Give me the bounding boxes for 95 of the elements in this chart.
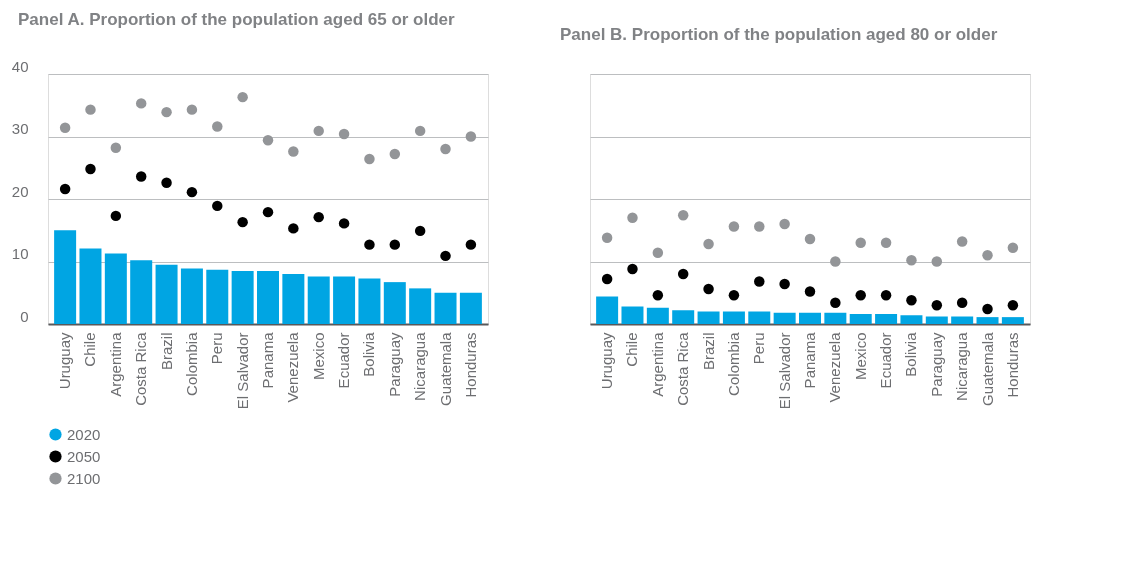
- x-tick-label: Chile: [81, 332, 99, 367]
- x-tick-label: Nicaragua: [953, 331, 971, 401]
- y-tick-label: 10: [11, 245, 29, 262]
- bar: [925, 316, 948, 324]
- point: [677, 268, 689, 280]
- bar: [824, 312, 847, 324]
- x-tick-label: Honduras: [1003, 332, 1021, 398]
- point: [703, 238, 714, 250]
- bar: [672, 310, 695, 324]
- x-tick-label: El Salvador: [775, 332, 793, 410]
- point: [880, 290, 892, 301]
- x-tick-label: Honduras: [461, 332, 479, 398]
- point: [754, 276, 765, 287]
- bar: [1001, 317, 1024, 324]
- x-tick-label: Argentina: [648, 331, 666, 397]
- point: [1007, 300, 1019, 311]
- point: [906, 295, 917, 306]
- bar: [773, 312, 796, 324]
- point: [652, 247, 664, 258]
- point: [779, 278, 790, 290]
- point: [601, 273, 613, 285]
- point: [982, 303, 993, 315]
- x-tick-label: Guatemala: [436, 331, 454, 406]
- x-tick-label: Paraguay: [385, 332, 403, 397]
- x-tick-label: Peru: [750, 332, 768, 365]
- point: [830, 256, 841, 267]
- point: [754, 221, 765, 232]
- x-tick-label: Uruguay: [598, 332, 616, 390]
- chart-title: Panel A. Proportion of the population aged 65 or older: [18, 10, 456, 29]
- x-tick-label: Brazil: [157, 332, 175, 371]
- x-tick-label: Paraguay: [927, 332, 945, 397]
- bar: [849, 314, 872, 324]
- bar: [697, 311, 720, 324]
- bar: [646, 307, 669, 324]
- y-tick-label: 20: [11, 182, 29, 200]
- point: [804, 233, 816, 245]
- x-tick-label: Costa Rica: [132, 331, 150, 406]
- point: [627, 212, 638, 223]
- x-tick-label: Chile: [623, 332, 641, 367]
- x-tick-label: Bolivia: [902, 331, 920, 377]
- bar: [875, 314, 898, 324]
- bar: [900, 315, 923, 324]
- x-tick-label: Panama: [259, 331, 276, 389]
- point: [855, 290, 866, 301]
- bar: [748, 311, 771, 324]
- x-tick-label: Costa Rica: [674, 331, 692, 406]
- point: [627, 263, 638, 275]
- x-tick-label: Bolivia: [360, 331, 378, 377]
- y-tick-label: 0: [20, 307, 29, 325]
- x-tick-label: Venezuela: [826, 331, 844, 403]
- point: [601, 232, 613, 243]
- x-tick-label: Venezuela: [284, 331, 302, 403]
- point: [931, 256, 943, 267]
- x-tick-label: Guatemala: [978, 331, 996, 406]
- x-tick-label: Mexico: [851, 332, 869, 381]
- point: [728, 221, 740, 232]
- bar: [799, 312, 821, 324]
- legend-label: 2100: [67, 469, 101, 487]
- bar: [976, 317, 999, 324]
- bar: [722, 311, 745, 324]
- point: [804, 286, 816, 297]
- point: [931, 300, 943, 311]
- point: [855, 237, 866, 248]
- point: [677, 210, 689, 221]
- x-tick-label: Colombia: [724, 331, 742, 396]
- chart-title: Panel B. Proportion of the population aged 80 or older: [560, 25, 998, 44]
- x-tick-label: Ecuador: [877, 332, 895, 389]
- point: [906, 255, 917, 266]
- x-tick-label: Mexico: [309, 332, 327, 381]
- x-tick-label: El Salvador: [233, 332, 251, 410]
- point: [830, 297, 841, 308]
- y-tick-label: 40: [11, 57, 29, 75]
- x-tick-label: Panama: [801, 331, 818, 389]
- point: [779, 218, 790, 230]
- x-tick-label: Ecuador: [335, 332, 353, 389]
- x-tick-label: Uruguay: [56, 332, 74, 390]
- point: [1007, 242, 1019, 253]
- point: [956, 297, 968, 308]
- legend-label: 2020: [67, 425, 101, 443]
- point: [956, 236, 968, 247]
- legend-label: 2050: [67, 447, 101, 465]
- bar: [621, 306, 644, 324]
- point: [652, 290, 664, 301]
- x-tick-label: Peru: [208, 332, 226, 365]
- x-tick-label: Brazil: [699, 332, 717, 371]
- point: [880, 237, 892, 248]
- point: [728, 290, 740, 301]
- bar: [596, 296, 619, 324]
- x-tick-label: Argentina: [106, 331, 124, 397]
- point: [982, 250, 993, 261]
- x-tick-label: Nicaragua: [411, 331, 429, 401]
- y-tick-label: 30: [11, 120, 29, 137]
- point: [703, 283, 714, 295]
- x-tick-label: Colombia: [182, 331, 200, 396]
- bar: [951, 316, 974, 324]
